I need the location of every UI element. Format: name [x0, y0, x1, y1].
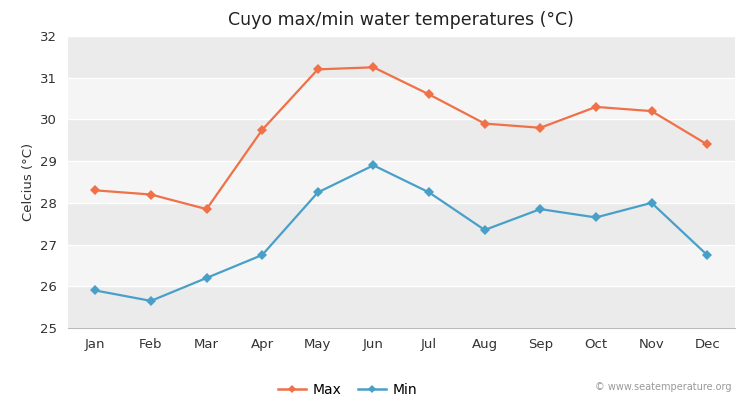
- Min: [369, 163, 378, 168]
- Min: [258, 253, 267, 258]
- Line: Max: Max: [92, 64, 711, 212]
- Min: [480, 228, 489, 232]
- Max: [703, 142, 712, 147]
- Min: [703, 253, 712, 258]
- Max: [91, 188, 100, 193]
- Title: Cuyo max/min water temperatures (°C): Cuyo max/min water temperatures (°C): [228, 11, 574, 29]
- Max: [480, 121, 489, 126]
- Max: [369, 65, 378, 70]
- Min: [314, 190, 322, 195]
- Max: [592, 104, 601, 109]
- Max: [424, 92, 433, 97]
- Bar: [68, 286, 735, 328]
- Max: [536, 125, 544, 130]
- Text: © www.seatemperature.org: © www.seatemperature.org: [595, 382, 731, 392]
- Bar: [68, 120, 735, 161]
- Line: Min: Min: [92, 162, 711, 304]
- Bar: [68, 36, 735, 78]
- Min: [424, 190, 433, 195]
- Min: [592, 215, 601, 220]
- Min: [536, 207, 544, 212]
- Min: [647, 200, 656, 205]
- Legend: Max, Min: Max, Min: [272, 378, 423, 400]
- Bar: [68, 161, 735, 203]
- Max: [146, 192, 155, 197]
- Max: [647, 109, 656, 114]
- Y-axis label: Celcius (°C): Celcius (°C): [22, 143, 34, 221]
- Max: [202, 207, 211, 212]
- Max: [314, 67, 322, 72]
- Min: [91, 288, 100, 293]
- Min: [146, 298, 155, 303]
- Bar: [68, 244, 735, 286]
- Max: [258, 128, 267, 132]
- Min: [202, 276, 211, 280]
- Bar: [68, 203, 735, 244]
- Bar: [68, 78, 735, 120]
